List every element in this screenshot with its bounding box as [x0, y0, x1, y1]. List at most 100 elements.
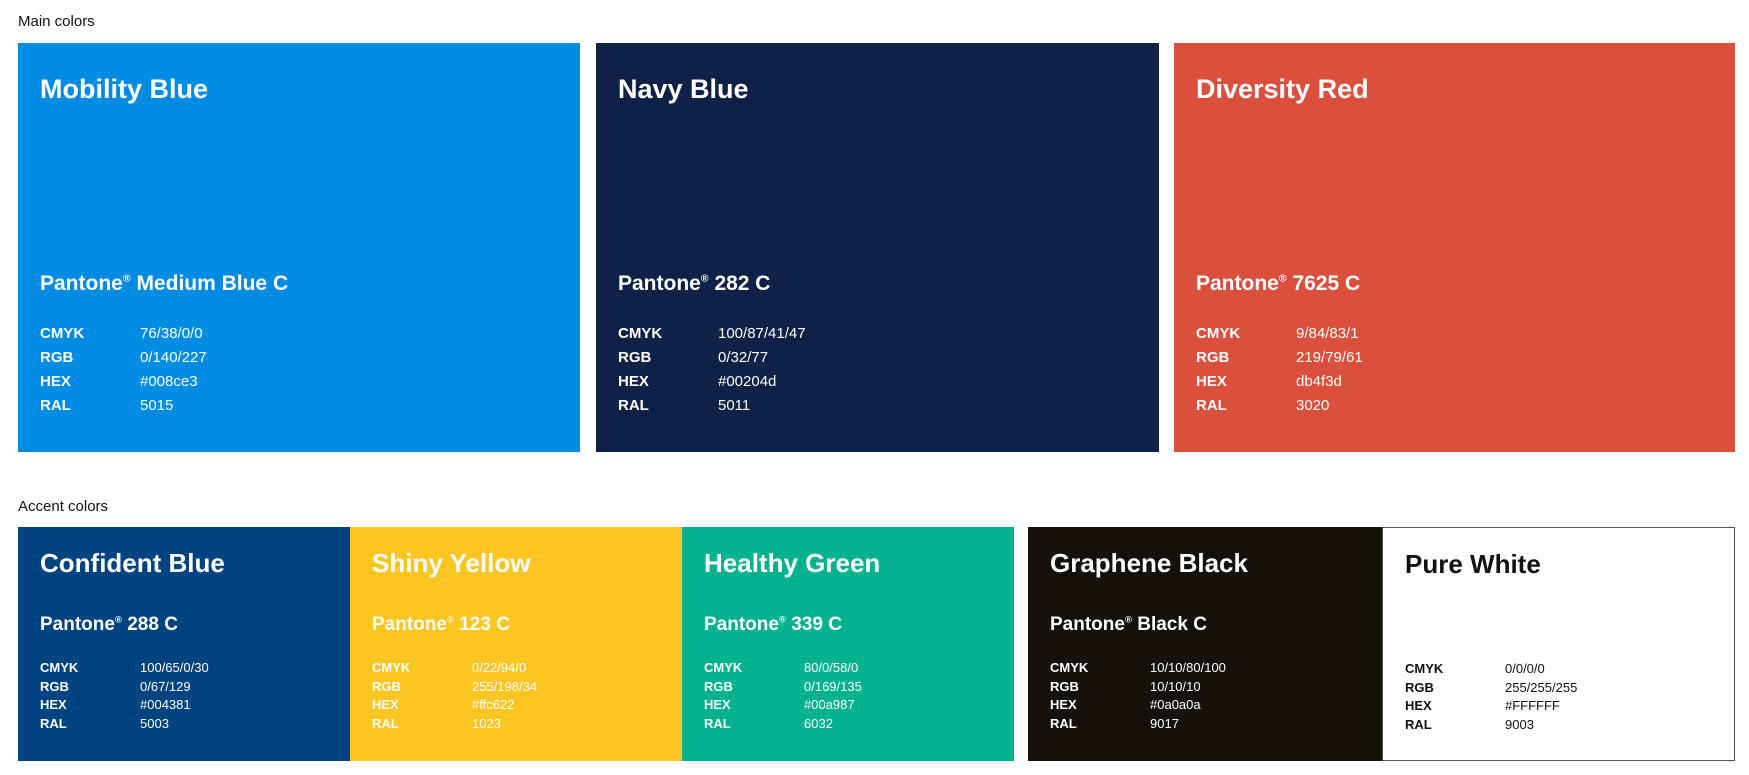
spec-row-ral: RAL 5011: [618, 394, 806, 418]
spec-value: 9/84/83/1: [1296, 325, 1359, 342]
spec-key: RAL: [1405, 717, 1432, 733]
spec-value: 5015: [140, 397, 174, 414]
spec-row-rgb: RGB 0/32/77: [618, 346, 806, 370]
spec-key: RGB: [40, 678, 69, 694]
spec-value: db4f3d: [1296, 373, 1342, 390]
pantone-word: Pantone: [1050, 614, 1125, 635]
registered-mark-icon: ®: [778, 614, 786, 626]
spec-key: RGB: [704, 678, 733, 694]
spec-key: CMYK: [40, 660, 79, 675]
spec-value: 255/198/34: [472, 678, 538, 694]
spec-key: RGB: [1050, 678, 1079, 694]
spec-value: 0/22/94/0: [472, 660, 527, 675]
spec-value: 255/255/255: [1505, 679, 1578, 695]
pantone-word: Pantone: [40, 614, 115, 635]
pantone-word: Pantone: [1196, 272, 1279, 295]
spec-value: 76/38/0/0: [140, 325, 203, 342]
spec-table: CMYK 10/10/80/100 RGB 10/10/10 HEX #0a0a0a RAL…: [1050, 659, 1226, 734]
registered-mark-icon: ®: [1124, 614, 1132, 626]
pantone-code: 282 C: [714, 272, 771, 295]
spec-row-cmyk: CMYK 80/0/58/0: [704, 659, 862, 678]
spec-row-rgb: RGB 219/79/61: [1196, 346, 1363, 370]
spec-key: CMYK: [704, 660, 743, 675]
spec-key: HEX: [618, 373, 649, 390]
spec-value: 0/140/227: [140, 349, 207, 366]
color-card-confident-blue: Confident Blue Pantone® 288 C CMYK 100/65/0…: [18, 527, 350, 761]
spec-value: 3020: [1296, 397, 1330, 414]
spec-key: CMYK: [1050, 660, 1089, 675]
color-card-diversity-red: Diversity Red Pantone® 7625 C CMYK 9/84/83/…: [1174, 43, 1735, 452]
spec-row-hex: HEX db4f3d: [1196, 370, 1363, 394]
spec-table: CMYK 0/0/0/0 RGB 255/255/255 HEX #FFFFFF RAL 90…: [1405, 660, 1577, 735]
spec-row-cmyk: CMYK 100/65/0/30: [40, 659, 209, 678]
spec-row-hex: HEX #00204d: [618, 370, 806, 394]
spec-value: #00204d: [718, 373, 777, 390]
spec-key: CMYK: [618, 325, 663, 342]
spec-table: CMYK 80/0/58/0 RGB 0/169/135 HEX #00a987 RAL 60…: [704, 659, 862, 734]
spec-row-ral: RAL 9003: [1405, 716, 1577, 735]
spec-key: RAL: [372, 716, 399, 732]
spec-value: #ffc622: [472, 697, 515, 713]
spec-key: RGB: [618, 349, 652, 366]
spec-value: 9017: [1150, 716, 1179, 732]
color-card-navy-blue: Navy Blue Pantone® 282 C CMYK 100/87/41/47 R…: [596, 43, 1159, 452]
spec-row-rgb: RGB 0/67/129: [40, 678, 209, 697]
spec-value: #0a0a0a: [1150, 697, 1201, 713]
pantone-label: Pantone® 288 C: [40, 614, 178, 636]
spec-row-rgb: RGB 255/198/34: [372, 678, 537, 697]
registered-mark-icon: ®: [1278, 272, 1287, 285]
spec-row-ral: RAL 3020: [1196, 394, 1363, 418]
spec-row-cmyk: CMYK 0/22/94/0: [372, 659, 537, 678]
pantone-code: Medium Blue C: [136, 272, 289, 295]
spec-table: CMYK 100/87/41/47 RGB 0/32/77 HEX #00204d RAL 5…: [618, 322, 806, 418]
spec-table: CMYK 0/22/94/0 RGB 255/198/34 HEX #ffc622 RAL 1…: [372, 659, 537, 734]
pantone-word: Pantone: [704, 614, 779, 635]
spec-value: 6032: [804, 716, 833, 732]
spec-value: 5011: [718, 397, 751, 414]
spec-row-rgb: RGB 10/10/10: [1050, 678, 1226, 697]
spec-row-ral: RAL 9017: [1050, 715, 1226, 734]
spec-value: 0/169/135: [804, 678, 862, 694]
color-card-pure-white: Pure White CMYK 0/0/0/0 RGB 255/255/255 HEX #F…: [1382, 527, 1735, 761]
spec-value: 219/79/61: [1296, 349, 1363, 366]
color-name: Pure White: [1405, 549, 1541, 579]
spec-value: 80/0/58/0: [804, 660, 859, 675]
pantone-code: 7625 C: [1292, 272, 1361, 295]
spec-key: HEX: [1196, 373, 1227, 390]
spec-row-rgb: RGB 0/169/135: [704, 678, 862, 697]
color-card-shiny-yellow: Shiny Yellow Pantone® 123 C CMYK 0/22/94/0 R…: [350, 527, 682, 761]
pantone-code: 339 C: [791, 614, 842, 635]
pantone-code: Black C: [1137, 614, 1207, 635]
color-name: Confident Blue: [40, 548, 225, 578]
spec-row-rgb: RGB 0/140/227: [40, 346, 207, 370]
spec-row-rgb: RGB 255/255/255: [1405, 679, 1577, 698]
pantone-word: Pantone: [618, 272, 701, 295]
spec-row-cmyk: CMYK 76/38/0/0: [40, 322, 207, 346]
spec-value: 10/10/80/100: [1150, 660, 1226, 675]
spec-value: 9003: [1505, 717, 1534, 733]
spec-table: CMYK 100/65/0/30 RGB 0/67/129 HEX #004381 RAL 5…: [40, 659, 209, 734]
spec-value: 10/10/10: [1150, 678, 1201, 694]
spec-key: HEX: [372, 697, 399, 713]
color-name: Navy Blue: [618, 74, 749, 104]
spec-row-cmyk: CMYK 10/10/80/100: [1050, 659, 1226, 678]
spec-key: RAL: [40, 716, 67, 732]
pantone-word: Pantone: [40, 272, 123, 295]
color-name: Diversity Red: [1196, 74, 1369, 104]
spec-row-ral: RAL 1023: [372, 715, 537, 734]
spec-table: CMYK 76/38/0/0 RGB 0/140/227 HEX #008ce3 RAL 50…: [40, 322, 207, 418]
spec-row-hex: HEX #008ce3: [40, 370, 207, 394]
spec-row-cmyk: CMYK 100/87/41/47: [618, 322, 806, 346]
pantone-label: Pantone® 282 C: [618, 272, 770, 296]
pantone-label: Pantone® 123 C: [372, 614, 510, 636]
spec-key: HEX: [1405, 698, 1432, 714]
spec-key: HEX: [704, 697, 731, 713]
color-name: Mobility Blue: [40, 74, 208, 104]
spec-key: RGB: [40, 349, 74, 366]
pantone-label: Pantone® Black C: [1050, 614, 1207, 636]
pantone-label: Pantone® 7625 C: [1196, 272, 1360, 296]
color-card-graphene-black: Graphene Black Pantone® Black C CMYK 10/10/…: [1028, 527, 1382, 761]
spec-row-ral: RAL 6032: [704, 715, 862, 734]
spec-key: RAL: [1050, 716, 1077, 732]
color-name: Graphene Black: [1050, 548, 1248, 578]
